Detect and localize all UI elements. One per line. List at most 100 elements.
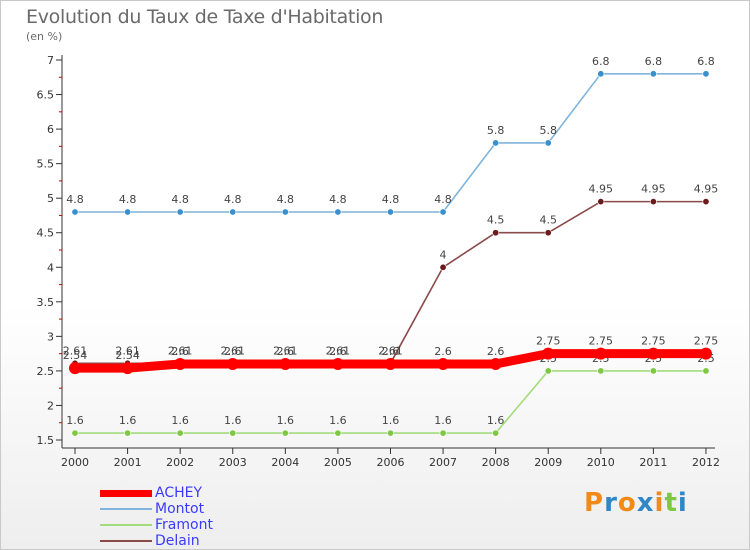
- y-tick-label: 5: [47, 192, 54, 205]
- data-point-montot: [649, 70, 657, 78]
- logo-letter: t: [664, 488, 678, 518]
- data-point-achey: [699, 347, 712, 360]
- data-point-framont: [229, 429, 237, 437]
- data-point-montot: [281, 208, 289, 216]
- data-point-montot: [71, 208, 79, 216]
- data-point-montot: [176, 208, 184, 216]
- data-label-framont: 1.6: [434, 414, 452, 427]
- data-label-achey: 2.6: [382, 345, 400, 358]
- proxiti-logo: Proxiti: [584, 488, 688, 518]
- data-label-montot: 4.8: [277, 193, 295, 206]
- data-label-delain: 4.95: [641, 183, 666, 196]
- data-point-framont: [492, 429, 500, 437]
- data-label-montot: 5.8: [487, 124, 505, 137]
- data-label-achey: 2.54: [115, 349, 140, 362]
- logo-letter: i: [677, 488, 688, 518]
- data-label-delain: 4.5: [539, 214, 557, 227]
- data-label-delain: 4.95: [589, 183, 614, 196]
- data-label-achey: 2.6: [434, 345, 452, 358]
- x-tick-label: 2007: [429, 456, 457, 469]
- data-point-achey: [331, 358, 344, 370]
- data-label-achey: 2.75: [536, 335, 561, 348]
- data-label-delain: 2.61: [378, 344, 403, 357]
- logo-letter: x: [636, 488, 655, 518]
- data-label-delain: 4.95: [694, 183, 719, 196]
- data-label-achey: 2.6: [224, 345, 242, 358]
- data-point-montot: [229, 208, 237, 216]
- data-point-framont: [702, 367, 710, 375]
- data-label-framont: 1.6: [171, 414, 189, 427]
- x-tick-label: 2005: [324, 456, 352, 469]
- data-point-delain: [702, 198, 710, 206]
- x-tick-label: 2000: [61, 456, 89, 469]
- data-label-achey: 2.6: [171, 345, 189, 358]
- y-tick-label: 4.5: [37, 227, 55, 240]
- legend-swatch: [100, 508, 152, 510]
- data-point-framont: [544, 367, 552, 375]
- data-label-montot: 6.8: [697, 55, 715, 68]
- data-point-delain: [649, 198, 657, 206]
- data-label-achey: 2.54: [63, 349, 88, 362]
- logo-letter: r: [604, 488, 618, 518]
- legend-label: Montot: [155, 501, 205, 517]
- data-label-delain: 2.61: [63, 344, 88, 357]
- data-point-framont: [386, 429, 394, 437]
- y-tick-label: 4: [47, 261, 54, 274]
- data-label-framont: 1.6: [277, 414, 295, 427]
- data-point-achey: [384, 358, 397, 370]
- y-axis-unit: (en %): [26, 30, 63, 43]
- data-label-framont: 1.6: [119, 414, 137, 427]
- x-tick-label: 2003: [219, 456, 247, 469]
- y-tick-label: 5.5: [37, 158, 55, 171]
- logo-letter: o: [617, 488, 637, 518]
- data-label-framont: 1.6: [66, 414, 84, 427]
- data-label-montot: 6.8: [645, 55, 663, 68]
- data-point-montot: [702, 70, 710, 78]
- logo-letter: i: [654, 488, 665, 518]
- legend-label: ACHEY: [155, 485, 203, 501]
- data-point-montot: [492, 139, 500, 147]
- data-label-achey: 2.75: [694, 335, 719, 348]
- data-point-framont: [649, 367, 657, 375]
- data-point-achey: [174, 358, 187, 370]
- y-tick-label: 7: [47, 54, 54, 67]
- data-point-delain: [544, 229, 552, 237]
- legend-label: Framont: [155, 517, 213, 533]
- data-point-montot: [386, 208, 394, 216]
- data-point-achey: [69, 362, 81, 375]
- data-label-delain: 2.61: [273, 344, 298, 357]
- data-point-montot: [597, 70, 605, 78]
- data-point-montot: [124, 208, 132, 216]
- data-label-delain: 2.61: [168, 344, 193, 357]
- legend-swatch: [100, 540, 152, 542]
- data-point-achey: [437, 358, 450, 370]
- data-point-framont: [334, 429, 342, 437]
- data-label-montot: 4.8: [224, 193, 242, 206]
- data-label-delain: 4.5: [487, 214, 505, 227]
- x-tick-label: 2006: [376, 456, 404, 469]
- data-label-framont: 1.6: [487, 414, 505, 427]
- x-tick-label: 2012: [692, 456, 720, 469]
- data-point-montot: [334, 208, 342, 216]
- data-label-delain: 2.61: [115, 344, 140, 357]
- x-tick-label: 2011: [639, 456, 667, 469]
- data-point-achey: [279, 358, 292, 370]
- y-tick-label: 2: [47, 399, 54, 412]
- y-tick-label: 3: [47, 330, 54, 343]
- data-label-achey: 2.75: [641, 335, 666, 348]
- y-tick-label: 1.5: [37, 434, 55, 447]
- x-tick-label: 2008: [482, 456, 510, 469]
- data-point-framont: [439, 429, 447, 437]
- data-label-montot: 6.8: [592, 55, 610, 68]
- data-label-montot: 5.8: [539, 124, 557, 137]
- data-label-achey: 2.6: [487, 345, 505, 358]
- x-tick-label: 2009: [534, 456, 562, 469]
- data-point-delain: [439, 263, 447, 271]
- data-point-achey: [647, 347, 660, 360]
- data-point-framont: [124, 429, 132, 437]
- data-point-delain: [597, 198, 605, 206]
- data-label-framont: 1.6: [329, 414, 347, 427]
- data-label-achey: 2.6: [277, 345, 295, 358]
- x-tick-label: 2002: [166, 456, 194, 469]
